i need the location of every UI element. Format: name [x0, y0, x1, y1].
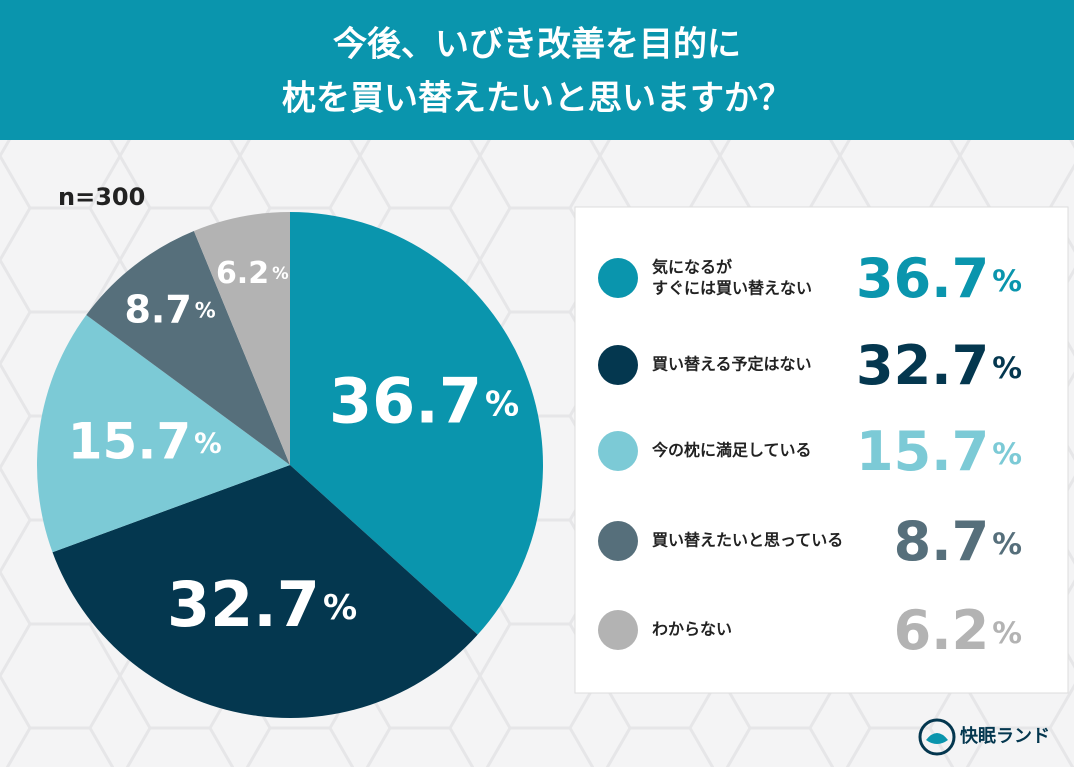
legend-value: 36.7% — [856, 247, 1022, 310]
chart-title: 枕を買い替えたいと思いますか？ — [282, 79, 792, 119]
header — [0, 0, 1074, 140]
data-label: 6.2% — [216, 255, 289, 290]
chart-title: 今後、いびき改善を目的に — [333, 25, 741, 65]
legend-value: 32.7% — [856, 334, 1022, 397]
legend-label: 買い替える予定はない — [652, 355, 812, 374]
data-label: 36.7% — [329, 365, 519, 438]
brand: 快眠ランド — [960, 725, 1050, 747]
legend — [574, 206, 1069, 694]
pie-slice — [52, 465, 478, 719]
data-label: 8.7% — [124, 287, 215, 331]
legend-label: 買い替えたいと思っている — [652, 531, 843, 550]
legend-marker — [598, 610, 638, 650]
pie-slice — [86, 230, 290, 465]
legend-marker — [598, 431, 638, 471]
legend-label: 今の枕に満足している — [651, 441, 812, 460]
brand-logo — [918, 718, 956, 756]
legend-marker — [598, 345, 638, 385]
data-label: 32.7% — [167, 568, 357, 641]
pie-slice — [193, 212, 290, 465]
brand-logo — [926, 733, 948, 744]
annotation: n=300 — [58, 183, 145, 211]
pie-slice — [290, 212, 543, 635]
legend-value: 6.2% — [894, 599, 1022, 662]
legend-value: 8.7% — [894, 510, 1022, 573]
data-label: 15.7% — [68, 412, 222, 470]
pie-slice — [37, 315, 290, 553]
legend-label: 気になるがすぐには買い替えない — [652, 257, 812, 297]
legend-marker — [598, 521, 638, 561]
legend-value: 15.7% — [856, 420, 1022, 483]
legend-marker — [598, 258, 638, 298]
legend-label: わからない — [652, 620, 732, 639]
